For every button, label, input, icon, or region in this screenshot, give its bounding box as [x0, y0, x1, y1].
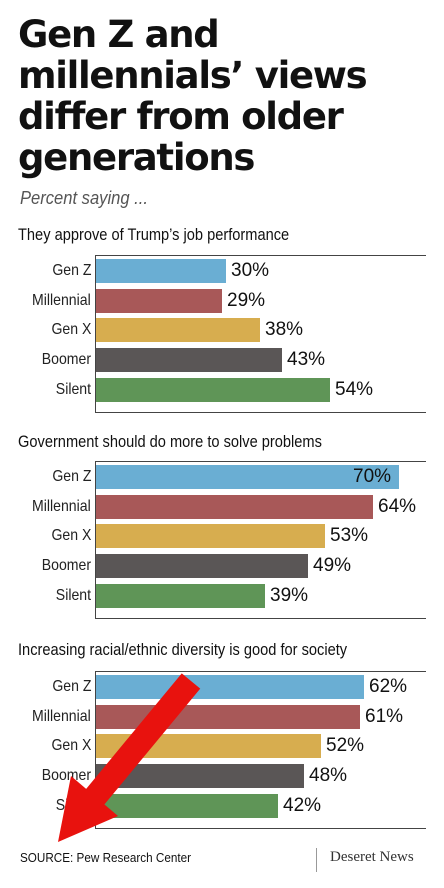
- bar: [96, 495, 373, 519]
- value-label: 53%: [330, 525, 369, 546]
- footer-divider: [316, 848, 317, 872]
- value-label: 48%: [309, 765, 348, 786]
- bar-row: Silent 39%: [0, 584, 444, 608]
- panel-frame-2: [95, 461, 426, 619]
- bar: [96, 675, 364, 699]
- category-label: Boomer: [41, 351, 91, 368]
- chart-title: Gen Z and millennials’ views differ from…: [18, 13, 368, 179]
- bar: [96, 378, 330, 402]
- category-label: Millennial: [32, 708, 91, 725]
- value-label: 70%: [353, 466, 392, 487]
- bar: [96, 794, 278, 818]
- bar-row: Millennial 29%: [0, 289, 444, 313]
- value-label: 42%: [283, 795, 322, 816]
- value-label: 61%: [365, 706, 404, 727]
- category-label: Gen Z: [51, 262, 91, 279]
- bar: [96, 554, 308, 578]
- category-label: Gen X: [51, 321, 91, 338]
- bar-row: Boomer 48%: [0, 764, 444, 788]
- value-label: 62%: [369, 676, 408, 697]
- value-label: 30%: [231, 260, 270, 281]
- source-note: SOURCE: Pew Research Center: [20, 850, 192, 865]
- value-label: 49%: [313, 555, 352, 576]
- category-label: Gen Z: [51, 468, 91, 485]
- bar: [96, 584, 265, 608]
- brand-logo: Deseret News: [330, 849, 414, 865]
- bar: [96, 289, 222, 313]
- category-label: Gen X: [51, 737, 91, 754]
- panel-title-3: Increasing racial/ethnic diversity is go…: [18, 640, 348, 659]
- category-label: Silent: [55, 381, 91, 398]
- category-label: Gen Z: [51, 678, 91, 695]
- bar: [96, 348, 282, 372]
- bar-row: Millennial 64%: [0, 495, 444, 519]
- category-label: Boomer: [41, 557, 91, 574]
- bar-row: Silent 54%: [0, 378, 444, 402]
- category-label: Millennial: [32, 292, 91, 309]
- bar: [96, 524, 325, 548]
- value-label: 64%: [378, 496, 417, 517]
- bar: [96, 318, 260, 342]
- value-label: 43%: [287, 349, 326, 370]
- bar: [96, 764, 304, 788]
- bar-row: Gen Z 30%: [0, 259, 444, 283]
- bar-row: Gen Z 62%: [0, 675, 444, 699]
- panel-frame-1: [95, 255, 426, 413]
- value-label: 29%: [227, 290, 266, 311]
- value-label: 39%: [270, 585, 309, 606]
- category-label: Boomer: [41, 767, 91, 784]
- bar-row: Gen X 52%: [0, 734, 444, 758]
- panel-title-2: Government should do more to solve probl…: [18, 432, 322, 451]
- bar-row: Boomer 49%: [0, 554, 444, 578]
- bar-row: Silent 42%: [0, 794, 444, 818]
- category-label: Gen X: [51, 527, 91, 544]
- bar-row: Gen X 38%: [0, 318, 444, 342]
- category-label: Millennial: [32, 498, 91, 515]
- chart-subtitle: Percent saying ...: [20, 188, 148, 208]
- bar: [96, 465, 399, 489]
- bar: [96, 259, 226, 283]
- bar: [96, 705, 360, 729]
- category-label: Silent: [55, 587, 91, 604]
- bar-row: Boomer 43%: [0, 348, 444, 372]
- bar-row: Gen Z 70%: [0, 465, 444, 489]
- category-label: Silent: [55, 797, 91, 814]
- bar: [96, 734, 321, 758]
- value-label: 52%: [326, 735, 365, 756]
- bar-row: Gen X 53%: [0, 524, 444, 548]
- panel-title-1: They approve of Trump’s job performance: [18, 225, 290, 244]
- value-label: 38%: [265, 319, 304, 340]
- bar-row: Millennial 61%: [0, 705, 444, 729]
- value-label: 54%: [335, 379, 374, 400]
